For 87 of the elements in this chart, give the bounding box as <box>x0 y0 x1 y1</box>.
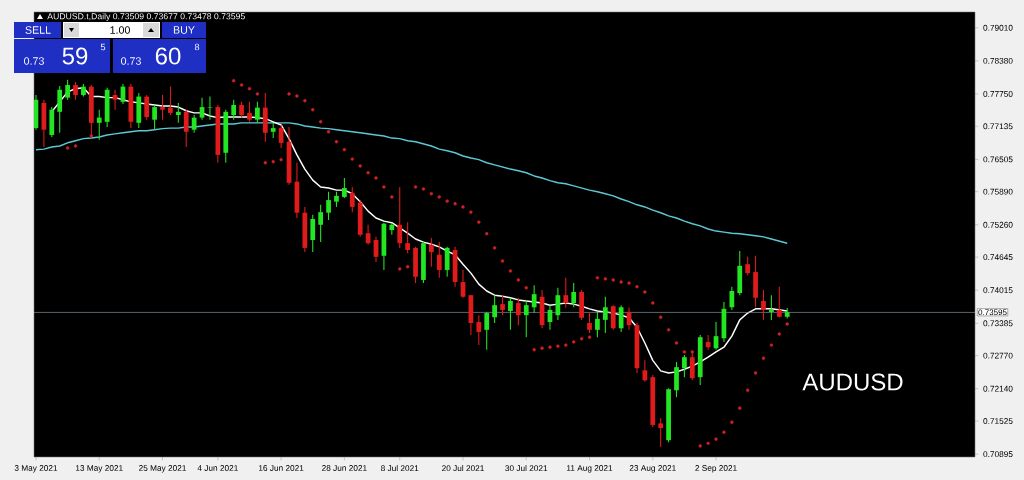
y-tick-label: 0.70895 <box>983 451 1013 458</box>
y-tick-label: 0.75890 <box>983 188 1013 195</box>
annotation: 0.73 <box>24 57 44 65</box>
candlestick <box>689 350 695 381</box>
x-tick-label: 13 May 2021 <box>75 465 123 473</box>
candlestick <box>255 101 260 124</box>
candlestick <box>160 94 165 121</box>
y-tick-label: 0.72770 <box>983 352 1013 359</box>
candlestick <box>65 79 70 101</box>
candlestick <box>618 304 624 333</box>
y-tick-label: 0.78380 <box>983 57 1013 64</box>
annotation: 8 <box>194 43 200 51</box>
candlestick <box>523 299 529 338</box>
ref-line-label: 0.73595 <box>978 309 1007 316</box>
candlestick <box>508 297 513 331</box>
x-tick-label: 4 Jun 2021 <box>197 465 238 471</box>
candlestick <box>769 294 774 321</box>
y-tick-label: 0.77135 <box>983 123 1013 130</box>
x-tick-label: 11 Aug 2021 <box>567 465 613 473</box>
candlestick <box>436 241 442 279</box>
candlestick <box>168 86 173 116</box>
annotation: 0.73 <box>121 57 141 65</box>
candlestick <box>57 85 63 134</box>
candlestick <box>175 102 181 124</box>
candlestick <box>397 186 403 249</box>
y-tick-label: 0.74645 <box>983 254 1013 261</box>
candlestick <box>531 284 537 314</box>
y-tick-label: 0.71525 <box>983 418 1013 424</box>
x-tick-label: 30 Jul 2021 <box>505 465 548 472</box>
annotation: 59 <box>62 47 88 65</box>
y-tick-label: 0.73385 <box>983 320 1013 327</box>
annotation: 1.00 <box>110 26 130 34</box>
text: AUDUSD <box>802 373 903 391</box>
candlestick <box>207 96 213 121</box>
candlestick <box>144 94 150 121</box>
candlestick <box>515 297 521 326</box>
candlestick <box>484 311 490 351</box>
candlestick <box>247 101 252 123</box>
candlestick <box>571 282 577 308</box>
candlestick <box>776 286 782 319</box>
y-tick-label: 0.74015 <box>983 287 1013 294</box>
candlestick <box>318 204 324 243</box>
x-tick-label: 2 Sep 2021 <box>695 465 737 473</box>
candlestick <box>745 256 751 276</box>
candlestick <box>729 286 735 311</box>
candlestick <box>326 191 331 221</box>
candlestick <box>500 294 505 316</box>
candlestick <box>112 89 118 111</box>
x-tick-label: 16 Jun 2021 <box>258 465 304 471</box>
candlestick <box>96 109 102 141</box>
chart-title: AUDUSD.t,Daily 0.73509 0.73677 0.73478 0.73595 <box>47 12 245 22</box>
candlestick <box>342 177 347 199</box>
x-tick-label: 23 Aug 2021 <box>629 465 676 473</box>
candlestick <box>563 277 569 309</box>
candlestick <box>183 109 189 148</box>
y-tick-label: 0.79010 <box>983 24 1013 31</box>
annotation: SELL <box>25 26 51 34</box>
candlestick <box>444 246 450 278</box>
candlestick <box>349 186 355 213</box>
x-tick-label: 28 Jun 2021 <box>322 465 367 471</box>
y-tick-label: 0.77750 <box>983 91 1013 97</box>
candlestick <box>658 417 664 448</box>
annotation: 60 <box>155 47 181 65</box>
y-tick-label: 0.72140 <box>983 385 1013 392</box>
x-tick-label: 8 Jul 2021 <box>381 465 419 472</box>
candlestick <box>642 359 648 383</box>
x-tick-label: 20 Jul 2021 <box>442 465 484 472</box>
candlestick <box>428 237 434 268</box>
annotation: BUY <box>173 26 195 34</box>
y-tick-label: 0.76505 <box>983 156 1013 163</box>
x-tick-label: 3 May 2021 <box>14 465 58 473</box>
candlestick <box>595 311 600 338</box>
candlestick <box>682 354 687 378</box>
candlestick <box>231 99 237 121</box>
candlestick <box>492 294 497 324</box>
y-tick-label: 0.75260 <box>983 221 1013 228</box>
candlestick <box>476 314 482 346</box>
candlestick <box>152 104 157 131</box>
candlestick <box>602 296 608 334</box>
candlestick <box>310 214 316 253</box>
candlestick <box>610 304 616 331</box>
candlestick <box>761 289 766 321</box>
candlestick <box>405 221 411 254</box>
x-tick-label: 25 May 2021 <box>139 465 186 473</box>
annotation: 5 <box>100 43 106 51</box>
candlestick <box>587 311 592 334</box>
candlestick <box>674 361 679 398</box>
